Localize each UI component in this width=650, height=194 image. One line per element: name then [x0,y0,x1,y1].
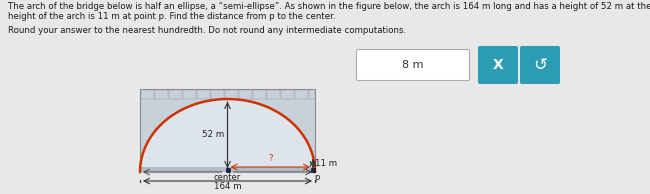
Bar [266,89,280,99]
Bar [183,89,196,99]
Bar [140,167,315,172]
Bar [294,89,307,99]
Text: center: center [214,173,241,182]
Bar [140,89,153,99]
FancyBboxPatch shape [520,46,560,84]
Bar [281,89,294,99]
Text: 8 m: 8 m [402,60,424,70]
Text: 11 m: 11 m [315,159,337,168]
Bar [309,89,315,99]
Text: ↺: ↺ [533,56,547,74]
Bar [196,89,209,99]
FancyBboxPatch shape [478,46,518,84]
Bar [168,89,181,99]
Polygon shape [140,99,315,172]
Text: 164 m: 164 m [214,182,241,191]
Bar [239,89,252,99]
Bar [211,89,224,99]
Text: ?: ? [268,154,272,163]
Text: Round your answer to the nearest hundredth. Do not round any intermediate comput: Round your answer to the nearest hundred… [8,26,406,35]
Text: height of the arch is 11 m at point p. Find the distance from p to the center.: height of the arch is 11 m at point p. F… [8,12,335,21]
Text: p: p [314,173,319,182]
Text: 52 m: 52 m [202,130,224,139]
Bar [155,89,168,99]
Bar [226,168,229,172]
Bar [311,168,315,172]
Bar [252,89,265,99]
Text: X: X [493,58,503,72]
Text: The arch of the bridge below is half an ellipse, a “semi-ellipse”. As shown in t: The arch of the bridge below is half an … [8,2,650,11]
Bar [140,89,315,172]
FancyBboxPatch shape [356,49,469,81]
Bar [224,89,237,99]
